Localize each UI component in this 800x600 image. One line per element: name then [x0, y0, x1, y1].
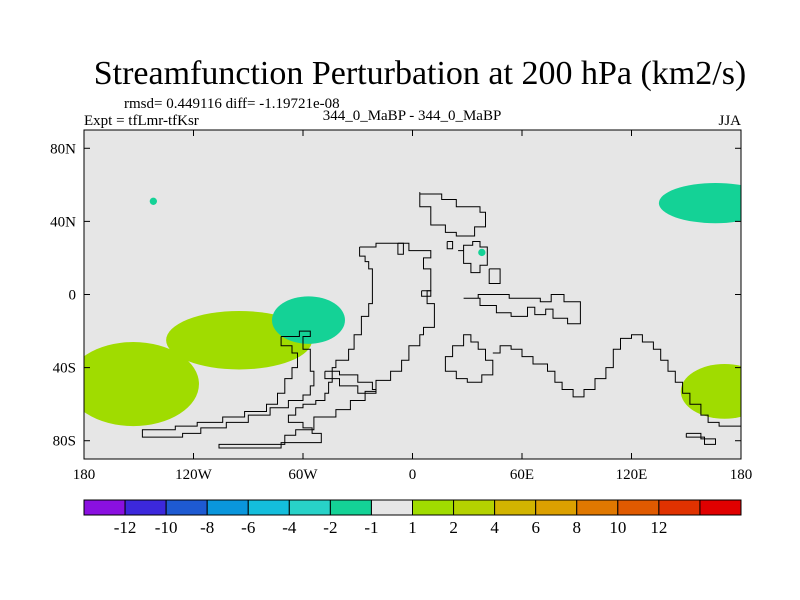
colorbar-swatch [658, 499, 701, 516]
colorbar-swatch [124, 499, 167, 516]
anomaly-blob [658, 183, 741, 224]
coastline-outline [685, 432, 716, 445]
colorbar-swatch [288, 499, 331, 516]
colorbar-label: -2 [323, 518, 337, 537]
colorbar-swatch [576, 499, 619, 516]
colorbar-label: -12 [114, 518, 137, 537]
colorbar-label: -1 [364, 518, 378, 537]
anomaly-dot [149, 197, 158, 205]
y-tick-label: 0 [69, 288, 77, 304]
colorbar-swatch [617, 499, 660, 516]
anomaly-blob [271, 296, 345, 344]
colorbar-swatch [83, 499, 126, 516]
map-plot-area [83, 129, 742, 460]
x-tick-label: 120E [616, 467, 648, 483]
comparison-label: 344_0_MaBP - 344_0_MaBP [323, 108, 502, 124]
colorbar-label: 8 [573, 518, 582, 537]
colorbar: -12 -10 -8 -6 -4 -2 -1 1 2 4 6 8 10 12 [83, 499, 742, 537]
x-tick-label: 0 [409, 467, 417, 483]
coastline-outline [324, 370, 377, 394]
colorbar-swatch [453, 499, 496, 516]
axis-ticks: 180 120W 60W 0 60E 120E 180 80N 40N 0 40S 80S [50, 130, 752, 483]
colorbar-swatch [370, 499, 413, 516]
x-tick-label: 180 [73, 467, 96, 483]
y-tick-label: 40N [50, 214, 76, 230]
colorbar-label: 4 [490, 518, 499, 537]
colorbar-label: 10 [609, 518, 626, 537]
y-tick-label: 80S [53, 434, 76, 450]
colorbar-swatch [165, 499, 208, 516]
colorbar-swatch [206, 499, 249, 516]
coastline-outline [458, 241, 488, 274]
colorbar-swatch [699, 499, 742, 516]
coastline-outline [488, 268, 501, 284]
coastline-outline [446, 241, 454, 250]
coastline-outline [141, 330, 315, 438]
season-label: JJA [718, 113, 741, 129]
colorbar-label: 12 [650, 518, 667, 537]
colorbar-label: -6 [241, 518, 255, 537]
y-tick-label: 40S [53, 361, 76, 377]
colorbar-label: 2 [449, 518, 458, 537]
rmsd-diff-stats: rmsd= 0.449116 diff= -1.19721e-08 [124, 96, 340, 112]
coastline-outline [218, 242, 435, 449]
x-tick-label: 60E [510, 467, 534, 483]
experiment-label: Expt = tfLmr-tfKsr [84, 113, 199, 129]
y-tick-label: 80N [50, 141, 76, 157]
coastline-outline [492, 334, 741, 427]
anomaly-dot [478, 248, 486, 257]
x-tick-label: 120W [175, 467, 213, 483]
colorbar-swatch [247, 499, 290, 516]
colorbar-label: -4 [282, 518, 297, 537]
x-tick-label: 180 [730, 467, 753, 483]
chart-title: Streamfunction Perturbation at 200 hPa (… [94, 55, 747, 92]
colorbar-label: -8 [200, 518, 214, 537]
colorbar-swatch [329, 499, 372, 516]
colorbar-label: 6 [531, 518, 540, 537]
colorbar-swatch [494, 499, 537, 516]
colorbar-swatch [535, 499, 578, 516]
anomaly-blob [680, 363, 741, 419]
colorbar-label: 1 [408, 518, 417, 537]
coastline-outline [444, 334, 494, 383]
x-tick-label: 60W [288, 467, 318, 483]
coastline-outline [419, 192, 486, 237]
map-contents [84, 183, 741, 449]
coastline-outline [463, 294, 581, 325]
colorbar-swatch [412, 499, 455, 516]
anomaly-blob [84, 342, 199, 427]
colorbar-label: -10 [155, 518, 178, 537]
map-background [84, 130, 741, 459]
